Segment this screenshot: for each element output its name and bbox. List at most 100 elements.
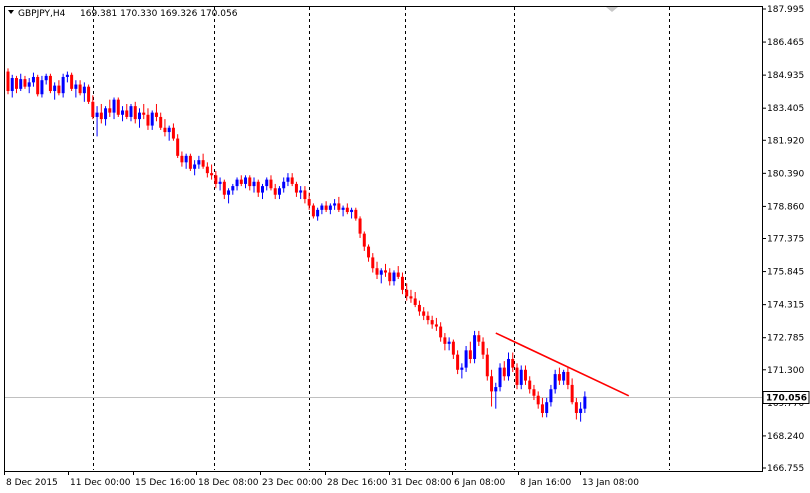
y-tick-label: 183.405 [767, 104, 804, 114]
candle-body [583, 396, 587, 409]
candle-body [434, 324, 438, 327]
candle-body [566, 371, 570, 385]
x-tick-label: 18 Dec 08:00 [198, 478, 259, 488]
candle-body [23, 79, 27, 87]
candle-body [70, 74, 74, 89]
candle-body [19, 79, 23, 89]
current-price-box [762, 391, 810, 404]
candle-body [201, 160, 205, 167]
x-tick-label: 8 Jan 16:00 [520, 478, 572, 488]
y-tick-label: 174.315 [767, 301, 804, 311]
x-tick-label: 23 Dec 00:00 [262, 478, 323, 488]
candle-body [44, 75, 48, 81]
y-tick-label: 166.755 [767, 464, 804, 474]
candle-body [167, 127, 171, 133]
candle-body [290, 177, 294, 184]
candle-body [65, 74, 69, 77]
candle-body [515, 367, 519, 385]
candle-body [532, 389, 536, 396]
candle-body [53, 85, 57, 92]
candle-body [422, 311, 426, 316]
candle-body [345, 207, 349, 213]
candle-body [562, 371, 566, 381]
candle-body [10, 78, 14, 92]
candle-body [57, 85, 61, 94]
candle-body [82, 86, 86, 94]
candle-body [485, 354, 489, 377]
candle-body [409, 296, 413, 299]
candle-body [337, 203, 341, 210]
candle-body [265, 179, 269, 187]
y-tick-label: 184.935 [767, 71, 804, 81]
candle-body [490, 376, 494, 392]
candle-body [307, 199, 311, 206]
candle-body [519, 369, 523, 385]
candle-body [371, 257, 375, 269]
candle-body [430, 320, 434, 325]
candle-body [269, 179, 273, 189]
candle-body [523, 369, 527, 381]
candle-body [460, 367, 464, 370]
plot-frame [4, 6, 763, 472]
candle-body [36, 76, 40, 95]
candle-body [95, 112, 99, 117]
y-tick-label: 171.300 [767, 366, 804, 376]
candle-body [163, 127, 167, 133]
y-tick-label: 187.995 [767, 5, 804, 15]
candle-body [214, 175, 218, 184]
y-tick-label: 180.390 [767, 169, 804, 179]
candle-body [328, 205, 332, 210]
candle-body [260, 186, 264, 193]
candle-body [384, 270, 388, 273]
candle-body [528, 380, 532, 390]
candle-body [350, 209, 354, 213]
candle-body [324, 205, 328, 210]
candle-body [413, 298, 417, 305]
y-tick-label: 178.860 [767, 202, 804, 212]
ohlc-readout: 169.381 170.330 169.326 170.056 [80, 9, 238, 19]
y-tick-label: 168.240 [767, 432, 804, 442]
candle-body [227, 190, 231, 195]
candle-body [277, 188, 281, 195]
candle-body [447, 341, 451, 344]
x-tick-label: 15 Dec 16:00 [135, 478, 196, 488]
candle-body [320, 205, 324, 210]
candle-body [367, 246, 371, 258]
candle-body [570, 384, 574, 403]
candle-body [341, 207, 345, 210]
candle-body [61, 76, 65, 94]
candle-body [396, 272, 400, 277]
candle-body [121, 110, 125, 115]
candle-body [184, 155, 188, 163]
candle-body [354, 209, 358, 219]
candle-body [159, 116, 163, 128]
x-tick-label: 6 Jan 08:00 [454, 478, 506, 488]
candle-body [400, 276, 404, 290]
candle-body [252, 181, 256, 187]
candle-body [142, 112, 146, 115]
y-tick-label: 172.785 [767, 334, 804, 344]
candle-body [176, 138, 180, 156]
candle-body [507, 358, 511, 377]
candle-body [87, 86, 91, 102]
candle-body [481, 341, 485, 355]
candle-body [294, 183, 298, 193]
candle-body [282, 181, 286, 189]
candle-body [553, 374, 557, 390]
candle-body [540, 404, 544, 414]
candle-body [31, 76, 35, 83]
candle-body [40, 80, 44, 95]
candle-body [27, 82, 31, 87]
y-tick-label: 181.920 [767, 136, 804, 146]
candle-body [417, 304, 421, 312]
candle-body [197, 160, 201, 165]
y-tick-label: 186.465 [767, 38, 804, 48]
candle-body [379, 270, 383, 275]
candle-body [333, 203, 337, 206]
x-tick-label: 13 Jan 08:00 [582, 478, 639, 488]
candle-body [146, 114, 150, 126]
candle-body [273, 188, 277, 195]
candle-body [210, 173, 214, 176]
